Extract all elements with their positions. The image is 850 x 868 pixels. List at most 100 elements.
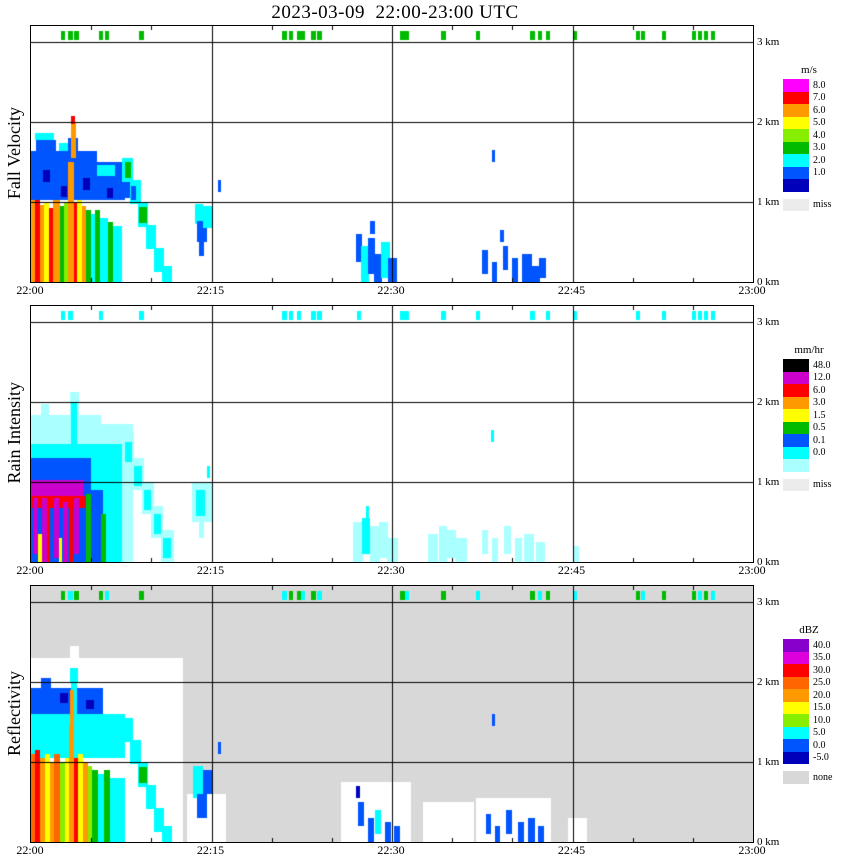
colorbar-value-label: 3.0 (813, 142, 826, 154)
colorbar-missing-label: miss (813, 199, 832, 211)
colorbar-missing-row: none (783, 771, 850, 784)
panel-rain-intensity (30, 305, 754, 563)
x-tick-label: 22:30 (377, 843, 405, 857)
colorbar-value-label: 12.0 (813, 372, 831, 384)
y-tick-label: 0 km (757, 836, 780, 848)
panel-title: Fall Velocity (3, 106, 24, 200)
x-tick-label: 22:00 (16, 843, 44, 857)
y-tick-label: 1 km (757, 196, 780, 208)
y-tick-label: 3 km (757, 596, 780, 608)
colorbar-row (783, 179, 850, 192)
colorbar-value-label: 6.0 (813, 104, 826, 116)
colorbar-value-label: 5.0 (813, 727, 826, 739)
colorbar-row: 3.0 (783, 141, 850, 154)
colorbar-row: 7.0 (783, 91, 850, 104)
colorbar-rain-intensity: mm/hr 48.0 12.0 6.0 3.0 1.5 0.5 0.1 0.0 miss (783, 344, 850, 491)
colorbar-value-label: 3.0 (813, 397, 826, 409)
colorbar-unit: dBZ (799, 624, 819, 636)
colorbar-value-label: 15.0 (813, 702, 831, 714)
y-tick-label: 2 km (757, 116, 780, 128)
x-tick-label: 22:30 (377, 563, 405, 577)
colorbar-swatch (783, 141, 809, 154)
colorbar-row: 5.0 (783, 726, 850, 739)
colorbar-swatch (783, 129, 809, 142)
colorbar-value-label: 30.0 (813, 664, 831, 676)
x-tick-label: 22:15 (196, 563, 225, 577)
heatmap-rain-intensity (31, 306, 753, 562)
colorbar-row: 12.0 (783, 371, 850, 384)
colorbar-swatch (783, 434, 809, 447)
colorbar-swatch (783, 676, 809, 689)
colorbar-row: 5.0 (783, 116, 850, 129)
colorbar-swatch (783, 664, 809, 677)
colorbar-reflectivity: dBZ 40.0 35.0 30.0 25.0 20.0 15.0 10.0 5.0 0.0 -5… (783, 624, 850, 784)
colorbar-swatch (783, 751, 809, 764)
y-tick-label: 3 km (757, 36, 780, 48)
panel-title: Rain Intensity (3, 382, 24, 484)
colorbar-value-label: 8.0 (813, 79, 826, 91)
colorbar-swatch (783, 726, 809, 739)
colorbar-value-label: 1.5 (813, 409, 826, 421)
colorbar-value-label: 0.5 (813, 422, 826, 434)
colorbar-row: 1.5 (783, 409, 850, 422)
panel-fall-velocity (30, 25, 754, 283)
colorbar-swatch (783, 104, 809, 117)
colorbar-row: 40.0 (783, 639, 850, 652)
panel-title: Reflectivity (3, 670, 24, 756)
colorbar-value-label: 0.1 (813, 434, 826, 446)
colorbar-swatch (783, 79, 809, 92)
panel-label-fall-velocity: Fall Velocity (1, 25, 27, 281)
colorbar-swatch (783, 91, 809, 104)
colorbar-swatch (783, 651, 809, 664)
colorbar-row: 6.0 (783, 384, 850, 397)
heatmap-reflectivity (31, 586, 753, 842)
x-tick-label: 22:15 (196, 843, 225, 857)
x-tick-label: 22:45 (557, 563, 586, 577)
colorbar-blocks-fall-velocity: 8.0 7.0 6.0 5.0 4.0 3.0 2.0 1.0 miss (783, 79, 850, 211)
colorbar-missing-swatch (783, 478, 809, 491)
colorbar-value-label: 0.0 (813, 447, 826, 459)
colorbar-swatch (783, 179, 809, 192)
colorbar-row: 8.0 (783, 79, 850, 92)
x-tick-label: 23:00 (738, 283, 766, 297)
colorbar-row: 25.0 (783, 676, 850, 689)
colorbar-unit: m/s (801, 64, 817, 76)
x-tick-label: 23:00 (738, 843, 766, 857)
colorbar-value-label: 0.0 (813, 739, 826, 751)
colorbar-row: 30.0 (783, 664, 850, 677)
colorbar-row: 2.0 (783, 154, 850, 167)
colorbar-row: 0.0 (783, 739, 850, 752)
colorbar-fall-velocity: m/s 8.0 7.0 6.0 5.0 4.0 3.0 2.0 1.0 miss (783, 64, 850, 211)
colorbar-value-label: 48.0 (813, 359, 831, 371)
x-tick-label: 22:00 (16, 563, 44, 577)
colorbar-swatch (783, 701, 809, 714)
colorbar-missing-swatch (783, 771, 809, 784)
colorbar-missing-label: none (813, 771, 833, 783)
colorbar-row: -5.0 (783, 751, 850, 764)
colorbar-value-label: 40.0 (813, 639, 831, 651)
colorbar-swatch (783, 639, 809, 652)
colorbar-swatch (783, 446, 809, 459)
colorbar-row: 0.1 (783, 434, 850, 447)
colorbar-swatch (783, 714, 809, 727)
colorbar-row: 35.0 (783, 651, 850, 664)
x-tick-label: 22:00 (16, 283, 44, 297)
colorbar-value-label: 7.0 (813, 92, 826, 104)
chart-title: 2023-03-09 22:00-23:00 UTC (271, 2, 519, 23)
colorbar-value-label: 35.0 (813, 652, 831, 664)
x-tick-label: 22:15 (196, 283, 225, 297)
colorbar-row: 0.5 (783, 421, 850, 434)
colorbar-value-label: 1.0 (813, 167, 826, 179)
y-tick-label: 3 km (757, 316, 780, 328)
colorbar-swatch (783, 739, 809, 752)
colorbar-swatch (783, 371, 809, 384)
x-tick-label: 23:00 (738, 563, 766, 577)
colorbar-row (783, 459, 850, 472)
colorbar-unit: mm/hr (794, 344, 824, 356)
colorbar-row: 6.0 (783, 104, 850, 117)
colorbar-swatch (783, 359, 809, 372)
x-tick-label: 22:45 (557, 843, 586, 857)
colorbar-row: 48.0 (783, 359, 850, 372)
panel-reflectivity (30, 585, 754, 843)
